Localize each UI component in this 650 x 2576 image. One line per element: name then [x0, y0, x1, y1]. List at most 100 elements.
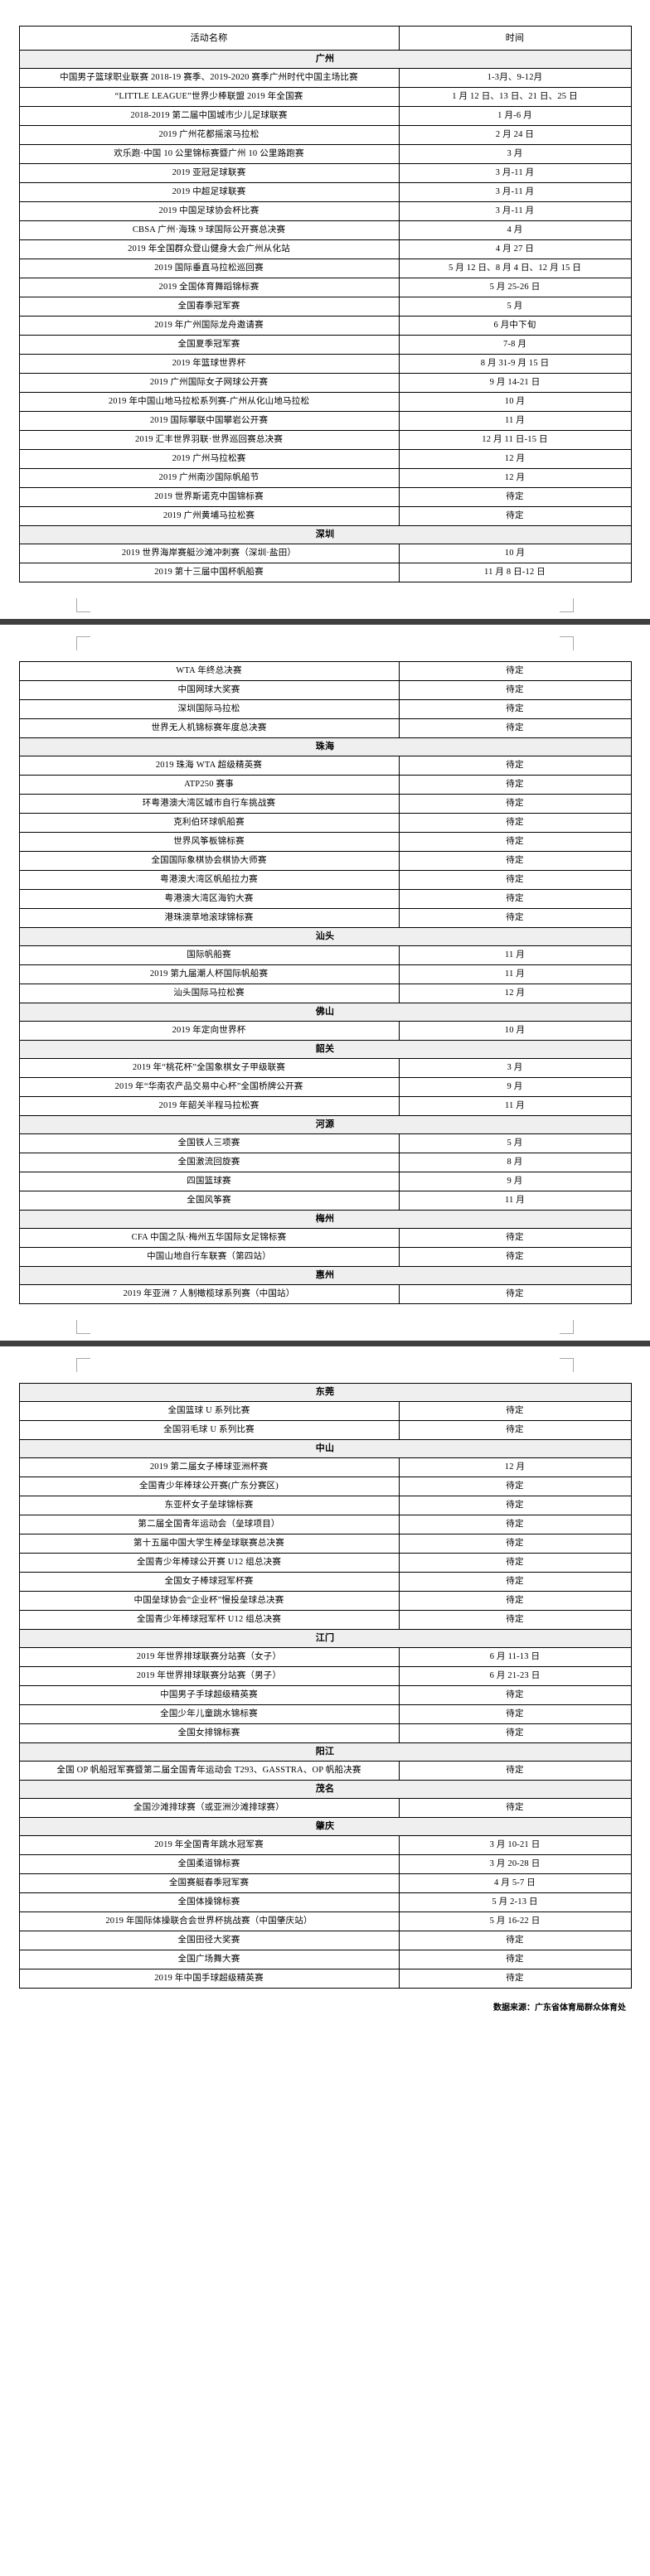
event-time-cell: 3 月 20-28 日 [398, 1854, 632, 1874]
city-section-header: 深圳 [18, 525, 632, 544]
city-section-header: 东莞 [18, 1383, 632, 1402]
event-name-cell: 2019 年韶关半程马拉松赛 [18, 1096, 400, 1116]
event-time-cell: 11 月 [398, 945, 632, 965]
event-name-cell: 克利伯环球帆船赛 [18, 813, 400, 833]
event-name-cell: 2019 珠海 WTA 超级精英赛 [18, 756, 400, 776]
table-row: 全国 OP 帆船冠军赛暨第二届全国青年运动会 T293、GASSTRA、OP 帆… [18, 1761, 632, 1781]
table-row: 2019 年“华南农产品交易中心杯”全国桥牌公开赛 9 月 [18, 1077, 632, 1097]
table-row: 粤港澳大湾区海钓大赛 待定 [18, 889, 632, 909]
event-name-cell: 2019 年广州国际龙舟邀请赛 [18, 316, 400, 336]
table-row: 2019 年“桃花杯”全国象棋女子甲级联赛 3 月 [18, 1058, 632, 1078]
table-row: ATP250 赛事 待定 [18, 775, 632, 795]
event-time-cell: 3 月-11 月 [398, 163, 632, 183]
event-time-cell: 8 月 [398, 1153, 632, 1172]
table-row: 2019 年世界排球联赛分站赛（女子） 6 月 11-13 日 [18, 1647, 632, 1667]
crop-mark-bottom-right [560, 598, 574, 612]
table-row: 2019 年国际体操联合会世界杯挑战赛（中国肇庆站） 5 月 16-22 日 [18, 1911, 632, 1931]
event-time-cell: 待定 [398, 1247, 632, 1267]
table-row: 2019 广州花都摇滚马拉松 2 月 24 日 [18, 125, 632, 145]
crop-marks-3-top [0, 1346, 650, 1383]
table-row: 全国青少年棒球公开赛(广东分赛区) 待定 [18, 1476, 632, 1496]
table-row: 2019 第十三届中国杯帆船赛 11 月 8 日-12 日 [18, 563, 632, 582]
table-row: 中国男子篮球职业联赛 2018-19 赛季、2019-2020 赛季广州时代中国… [18, 68, 632, 88]
event-name-cell: 2019 年中国手球超级精英赛 [18, 1969, 400, 1989]
table-row: 粤港澳大湾区帆船拉力赛 待定 [18, 870, 632, 890]
event-time-cell: 2 月 24 日 [398, 125, 632, 145]
table-row: 第二届全国青年运动会（垒球项目） 待定 [18, 1515, 632, 1534]
event-time-cell: 5 月 2-13 日 [398, 1892, 632, 1912]
crop-marks-2-bottom [0, 1304, 650, 1341]
event-name-cell: 四国篮球赛 [18, 1172, 400, 1191]
event-name-cell: 2019 广州马拉松赛 [18, 449, 400, 469]
event-time-cell: 待定 [398, 1572, 632, 1592]
table-row: 2019 广州国际女子网球公开赛 9 月 14-21 日 [18, 373, 632, 393]
event-name-cell: 全国体操锦标赛 [18, 1892, 400, 1912]
event-name-cell: 2019 广州国际女子网球公开赛 [18, 373, 400, 393]
event-name-cell: 全国篮球 U 系列比赛 [18, 1401, 400, 1421]
event-time-cell: 10 月 [398, 392, 632, 412]
event-time-cell: 9 月 [398, 1172, 632, 1191]
table-row: 2019 年全国群众登山健身大会广州从化站 4 月 27 日 [18, 239, 632, 259]
city-section-header: 梅州 [18, 1210, 632, 1229]
event-time-cell: 待定 [398, 487, 632, 507]
event-time-cell: 3 月 [398, 1058, 632, 1078]
table-row: 港珠澳草地滚球锦标赛 待定 [18, 908, 632, 928]
header-row: 活动名称 时间 [18, 26, 632, 51]
event-name-cell: 全国女排锦标赛 [18, 1723, 400, 1743]
event-time-cell: 3 月-11 月 [398, 201, 632, 221]
event-time-cell: 1 月-6 月 [398, 106, 632, 126]
event-name-cell: 第十五届中国大学生棒垒球联赛总决赛 [18, 1534, 400, 1554]
city-name: 河源 [18, 1115, 632, 1134]
crop-mark-bottom-left [76, 1320, 90, 1334]
event-name-cell: 2019 年世界排球联赛分站赛（女子） [18, 1647, 400, 1667]
event-name-cell: 东亚杯女子垒球锦标赛 [18, 1496, 400, 1515]
table-row: 2019 年全国青年跳水冠军赛 3 月 10-21 日 [18, 1835, 632, 1855]
table-row: 2019 年定向世界杯 10 月 [18, 1021, 632, 1041]
column-header-time: 时间 [398, 26, 632, 51]
event-time-cell: 6 月 21-23 日 [398, 1666, 632, 1686]
event-time-cell: 3 月 [398, 144, 632, 164]
table-row: 全国女子棒球冠军杯赛 待定 [18, 1572, 632, 1592]
event-time-cell: 11 月 [398, 411, 632, 431]
event-name-cell: 2019 汇丰世界羽联·世界巡回赛总决赛 [18, 430, 400, 450]
event-name-cell: 全国青少年棒球公开赛(广东分赛区) [18, 1476, 400, 1496]
table-row: CFA 中国之队·梅州五华国际女足锦标赛 待定 [18, 1228, 632, 1248]
city-name: 东莞 [18, 1383, 632, 1402]
event-name-cell: 中国男子手球超级精英赛 [18, 1685, 400, 1705]
event-name-cell: 全国春季冠军赛 [18, 297, 400, 317]
event-time-cell: 待定 [398, 1420, 632, 1440]
event-name-cell: 2019 第九届潮人杯国际帆船赛 [18, 964, 400, 984]
event-name-cell: ATP250 赛事 [18, 775, 400, 795]
event-name-cell: 2019 世界海岸赛艇沙滩冲刺赛（深圳·盐田） [18, 544, 400, 563]
city-section-header: 河源 [18, 1115, 632, 1134]
table-row: 全国铁人三项赛 5 月 [18, 1133, 632, 1153]
event-name-cell: 2019 年中国山地马拉松系列赛-广州从化山地马拉松 [18, 392, 400, 412]
table-row: 全国女排锦标赛 待定 [18, 1723, 632, 1743]
event-time-cell: 待定 [398, 1761, 632, 1781]
event-name-cell: 2019 亚冠足球联赛 [18, 163, 400, 183]
event-name-cell: 2019 广州黄埔马拉松赛 [18, 506, 400, 526]
event-name-cell: 2019 第十三届中国杯帆船赛 [18, 563, 400, 582]
event-time-cell: 待定 [398, 1401, 632, 1421]
city-name: 佛山 [18, 1003, 632, 1022]
table-row: 全国柔道锦标赛 3 月 20-28 日 [18, 1854, 632, 1874]
city-section-header: 汕头 [18, 927, 632, 946]
event-time-cell: 1 月 12 日、13 日、21 日、25 日 [398, 87, 632, 107]
table-row: 第十五届中国大学生棒垒球联赛总决赛 待定 [18, 1534, 632, 1554]
table-row: 2019 汇丰世界羽联·世界巡回赛总决赛 12 月 11 日-15 日 [18, 430, 632, 450]
city-section-header: 佛山 [18, 1003, 632, 1022]
event-time-cell: 待定 [398, 1798, 632, 1818]
table-row: 环粤港澳大湾区城市自行车挑战赛 待定 [18, 794, 632, 814]
event-time-cell: 待定 [398, 506, 632, 526]
crop-mark-top-right [560, 636, 574, 650]
event-name-cell: 粤港澳大湾区帆船拉力赛 [18, 870, 400, 890]
event-name-cell: 中国垒球协会“企业杯”慢投垒球总决赛 [18, 1591, 400, 1611]
table-header: 活动名称 时间 [18, 26, 632, 51]
event-time-cell: 待定 [398, 775, 632, 795]
event-name-cell: 世界风筝板锦标赛 [18, 832, 400, 852]
event-time-cell: 待定 [398, 1476, 632, 1496]
table-row: 2019 年篮球世界杯 8 月 31-9 月 15 日 [18, 354, 632, 374]
table-row: 全国国际象棋协会棋协大师赛 待定 [18, 851, 632, 871]
event-time-cell: 5 月 25-26 日 [398, 278, 632, 297]
event-name-cell: 汕头国际马拉松赛 [18, 984, 400, 1003]
